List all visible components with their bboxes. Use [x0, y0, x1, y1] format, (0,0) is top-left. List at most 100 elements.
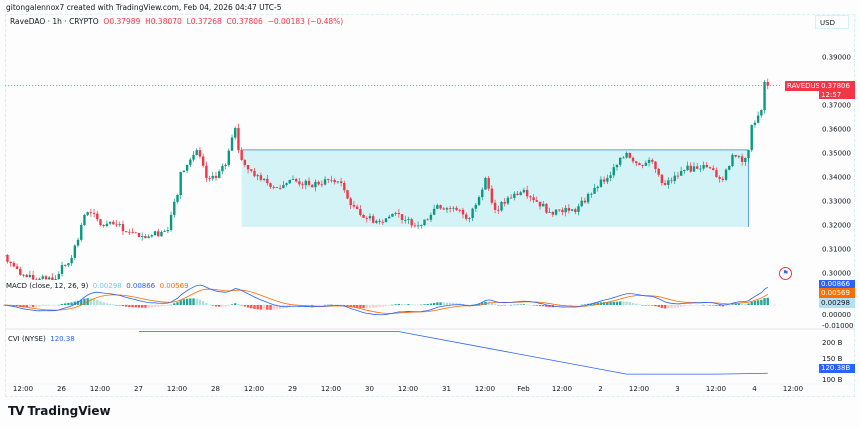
candle-body [6, 255, 9, 262]
candle-body [214, 175, 218, 178]
macd-histogram-bar [465, 304, 468, 306]
candle-body [577, 206, 580, 213]
candle-body [651, 159, 654, 162]
candle-body [728, 165, 731, 170]
macd-histogram-bar [124, 305, 128, 307]
candle-body [314, 181, 317, 188]
cvi-label: CVI (NYSE) [8, 335, 46, 343]
candle-body [298, 181, 301, 185]
candle-body [712, 168, 715, 171]
candle-body [448, 208, 452, 209]
macd-histogram-bar [657, 305, 660, 308]
candle-body [558, 209, 561, 211]
candle-body [529, 196, 532, 198]
candle-body [615, 164, 619, 168]
macd-histogram-bar [663, 305, 667, 309]
macd-histogram-bar [266, 305, 269, 310]
macd-histogram-bar [272, 305, 275, 310]
brand-name: TradingView [27, 404, 111, 418]
candle-body [538, 201, 542, 207]
macd-histogram-bar [153, 305, 157, 307]
candle-body [699, 168, 702, 170]
macd-histogram-bar [397, 303, 401, 305]
macd-histogram-bar [208, 304, 211, 306]
macd-histogram-bar [654, 305, 657, 307]
macd-histogram-bar [51, 305, 54, 306]
macd-histogram-bar [38, 305, 41, 307]
cvi-tick-label: 150 B [822, 355, 843, 363]
time-tick-label: 12:00 [13, 385, 33, 393]
candle-body [567, 207, 571, 211]
candle-body [763, 81, 766, 111]
macd-histogram-bar [47, 305, 51, 306]
cvi-legend-value: 120.38 [50, 335, 75, 343]
macd-histogram-bar [169, 304, 173, 306]
candle-body [407, 219, 410, 220]
candle-body [336, 181, 340, 183]
candle-body [60, 265, 64, 274]
candle-body [673, 175, 676, 182]
macd-histogram-bar [311, 305, 314, 306]
candle-body [362, 214, 365, 218]
macd-histogram-bar [128, 305, 131, 308]
candle-body [679, 171, 683, 176]
macd-histogram-bar [371, 305, 375, 308]
macd-histogram-bar [243, 305, 247, 307]
candle-body [9, 261, 12, 263]
time-tick-label: 28 [211, 385, 220, 393]
currency-button[interactable]: USD [815, 15, 849, 29]
candle-body [70, 257, 73, 264]
time-tick-label: 12:00 [90, 385, 110, 393]
macd-histogram-bar [362, 305, 365, 309]
candle-body [346, 190, 349, 199]
macd-histogram-bar [702, 304, 705, 306]
candle-body [102, 225, 105, 227]
candle-body [262, 178, 266, 180]
symbol-name[interactable]: RaveDAO · 1h · CRYPTO [10, 17, 99, 26]
macd-histogram-bar [493, 304, 497, 305]
candle-body [327, 179, 330, 181]
symbol-legend[interactable]: RaveDAO · 1h · CRYPTO O0.37989 H0.38070 … [10, 17, 343, 26]
tradingview-logo[interactable]: TV TradingView [8, 404, 111, 418]
candle-body [388, 216, 391, 219]
macd-histogram-bar [458, 303, 461, 305]
candle-body [766, 81, 769, 86]
macd-histogram-bar [131, 305, 134, 308]
candle-body [416, 225, 420, 227]
macd-histogram-bar [497, 305, 500, 306]
macd-histogram-bar [92, 298, 96, 305]
macd-histogram-bar [330, 304, 333, 306]
candle-body [179, 171, 182, 195]
candle-body [593, 188, 596, 194]
macd-histogram-bar [221, 305, 224, 307]
candle-body [307, 180, 311, 185]
macd-histogram-bar [102, 302, 105, 305]
macd-histogram-bar [224, 305, 227, 307]
candle-body [253, 170, 256, 177]
candle-body [535, 200, 538, 202]
candle-body [115, 224, 118, 226]
macd-histogram-bar [416, 304, 420, 306]
us-flag-icon[interactable]: ⚑ [779, 267, 792, 280]
low-value: L0.37268 [186, 17, 222, 26]
macd-histogram-bar [375, 305, 378, 308]
candle-body [670, 180, 673, 182]
macd-histogram-bar [57, 304, 60, 306]
candle-body [750, 124, 753, 151]
macd-histogram-bar [80, 299, 83, 305]
macd-histogram-bar [448, 302, 452, 305]
candle-body [349, 198, 352, 206]
macd-histogram-bar [333, 304, 336, 306]
macd-histogram-bar [44, 305, 48, 306]
candle-body [185, 164, 189, 171]
cvi-tick-label: 100 B [822, 376, 843, 384]
candle-body [397, 213, 401, 215]
candle-body [465, 214, 468, 219]
candle-body [141, 236, 144, 237]
candle-body [570, 209, 574, 211]
macd-legend[interactable]: MACD (close, 12, 26, 9) 0.00298 0.00866 … [6, 282, 189, 290]
candle-body [641, 165, 644, 166]
cvi-legend[interactable]: CVI (NYSE) 120.38 [8, 335, 75, 343]
candle-body [442, 208, 445, 210]
